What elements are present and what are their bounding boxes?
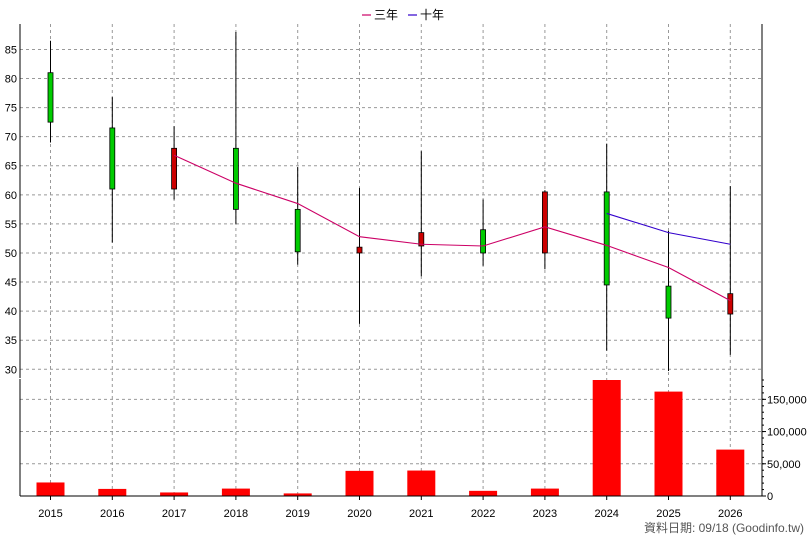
price-tick-label: 80 (5, 74, 17, 86)
volume-bar-2021 (407, 470, 436, 496)
x-tick-label-2024: 2024 (594, 508, 618, 520)
legend-label-0: 三年 (374, 8, 398, 22)
volume-bar-2023 (530, 488, 559, 496)
series-line-1 (606, 212, 731, 245)
volume-tick-label: 0 (767, 491, 773, 503)
volume-bar-2017 (160, 492, 189, 496)
candle-body-2024 (603, 191, 610, 286)
price-tick-label: 50 (5, 248, 17, 260)
volume-bar-2024 (592, 380, 621, 496)
legend: 三年 十年 (362, 8, 444, 22)
x-tick-label-2019: 2019 (285, 508, 309, 520)
legend-label-1: 十年 (420, 8, 444, 22)
price-tick-label: 35 (5, 335, 17, 347)
volume-bar-2018 (221, 488, 250, 496)
x-tick-label-2025: 2025 (656, 508, 680, 520)
x-tick-label-2020: 2020 (347, 508, 371, 520)
candle-body-2022 (480, 229, 487, 254)
candle-body-2017 (171, 147, 178, 190)
candle-body-2018 (232, 147, 239, 210)
volume-bar-2022 (469, 490, 498, 496)
x-tick-label-2022: 2022 (471, 508, 495, 520)
data-date-footer: 資料日期: 09/18 (Goodinfo.tw) (644, 521, 804, 535)
candle-body-2016 (109, 127, 116, 190)
volume-bar-2019 (283, 493, 312, 496)
price-tick-label: 60 (5, 190, 17, 202)
candle-body-2025 (665, 285, 672, 319)
series-line-0 (173, 154, 731, 302)
price-candles (47, 32, 734, 372)
x-tick-label-2023: 2023 (533, 508, 557, 520)
candle-body-2026 (727, 293, 734, 315)
volume-bar-2015 (36, 482, 65, 496)
price-tick-label: 65 (5, 161, 17, 173)
candle-body-2021 (418, 232, 425, 247)
volume-tick-label: 50,000 (767, 459, 801, 471)
volume-tick-label: 100,000 (767, 427, 807, 439)
volume-bars (36, 380, 745, 496)
volume-grid (20, 398, 762, 465)
volume-bar-2026 (716, 449, 745, 496)
x-tick-label-2016: 2016 (100, 508, 124, 520)
candle-body-2023 (542, 191, 548, 254)
x-tick-label-2026: 2026 (718, 508, 742, 520)
volume-tick-label: 150,000 (767, 394, 807, 406)
volume-y-axis: 0 50,000 100,000 150,000 (19, 379, 807, 503)
candle-body-2015 (47, 72, 54, 123)
moving-average-lines (173, 154, 731, 302)
price-grid (20, 24, 762, 496)
price-tick-label: 30 (5, 364, 17, 376)
volume-bar-2025 (654, 391, 683, 496)
volume-bar-2016 (98, 488, 127, 496)
price-tick-label: 70 (5, 132, 17, 144)
price-tick-label: 40 (5, 306, 17, 318)
x-tick-label-2018: 2018 (224, 508, 248, 520)
price-tick-label: 75 (5, 103, 17, 115)
price-tick-label: 55 (5, 219, 17, 231)
volume-bar-2020 (345, 470, 374, 496)
candle-body-2019 (294, 208, 301, 253)
x-tick-label-2017: 2017 (162, 508, 186, 520)
price-tick-label: 45 (5, 277, 17, 289)
x-tick-label-2015: 2015 (38, 508, 62, 520)
x-axis: 2015 2016 2017 2018 2019 2020 2021 2022 2023 2024… (20, 495, 762, 520)
x-tick-label-2021: 2021 (409, 508, 433, 520)
price-y-axis: 30 35 40 45 50 55 60 65 70 75 80 85 (5, 24, 763, 496)
price-tick-label: 85 (5, 44, 17, 56)
candle-body-2020 (356, 246, 363, 254)
